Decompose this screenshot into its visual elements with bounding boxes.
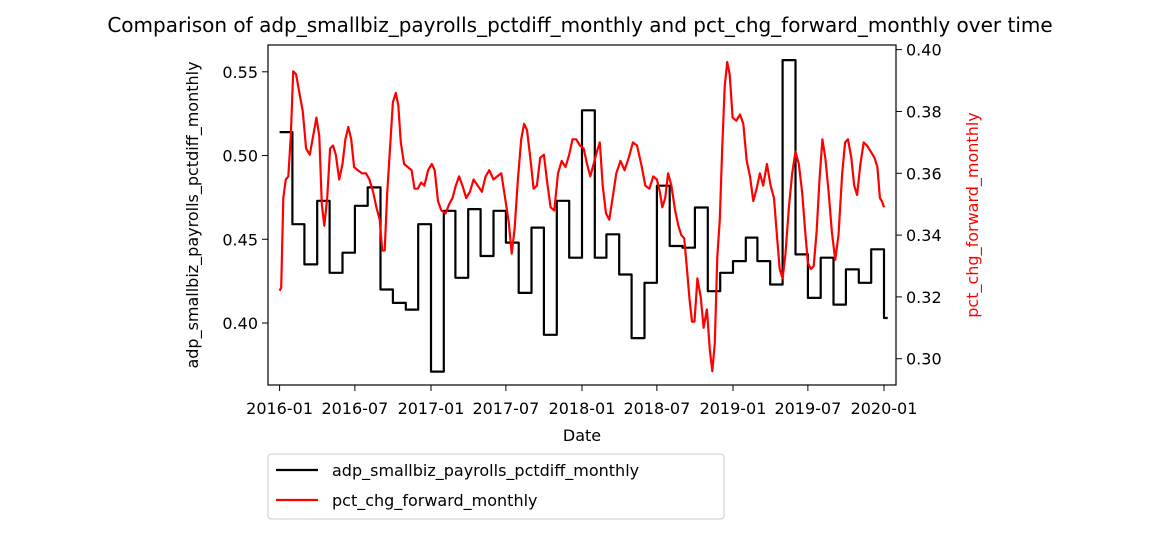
plot-area-frame (267, 44, 897, 386)
ticks-layer: 2016-01 2016-07 2017-01 2017-07 2018-01 2018-… (222, 41, 941, 418)
x-axis-title: Date (563, 426, 601, 445)
series-layer (278, 59, 888, 373)
x-tick-label: 2019-07 (774, 399, 841, 418)
x-tick-label: 2018-01 (549, 399, 616, 418)
x-tick-label: 2019-01 (700, 399, 767, 418)
x-tick-label: 2016-01 (246, 399, 313, 418)
series-line-forward (278, 60, 886, 373)
x-tick-label: 2017-07 (472, 399, 539, 418)
y-right-tick-label: 0.34 (906, 226, 942, 245)
y-left-tick-label: 0.55 (222, 63, 258, 82)
legend-label-forward: pct_chg_forward_monthly (332, 491, 538, 511)
y-left-tick-label: 0.50 (222, 147, 258, 166)
x-tick-label: 2020-01 (851, 399, 918, 418)
series-line-adp (279, 59, 888, 373)
y-right-tick-label: 0.38 (906, 102, 942, 121)
legend: adp_smallbiz_payrolls_pctdiff_monthly pc… (267, 453, 725, 520)
y-left-tick-label: 0.45 (222, 230, 258, 249)
x-tick-label: 2017-01 (398, 399, 465, 418)
y-right-tick-label: 0.40 (906, 41, 942, 60)
y-left-tick-label: 0.40 (222, 314, 258, 333)
y-right-tick-label: 0.36 (906, 164, 942, 183)
y-axis-right-title: pct_chg_forward_monthly (963, 112, 983, 318)
y-right-tick-label: 0.32 (906, 288, 942, 307)
x-tick-label: 2016-07 (321, 399, 388, 418)
legend-box (267, 453, 725, 520)
chart-title: Comparison of adp_smallbiz_payrolls_pctd… (107, 13, 1052, 37)
x-tick-label: 2018-07 (623, 399, 690, 418)
y-right-tick-label: 0.30 (906, 350, 942, 369)
y-axis-left-title: adp_smallbiz_payrolls_pctdiff_monthly (183, 61, 203, 368)
legend-label-adp: adp_smallbiz_payrolls_pctdiff_monthly (332, 461, 639, 481)
